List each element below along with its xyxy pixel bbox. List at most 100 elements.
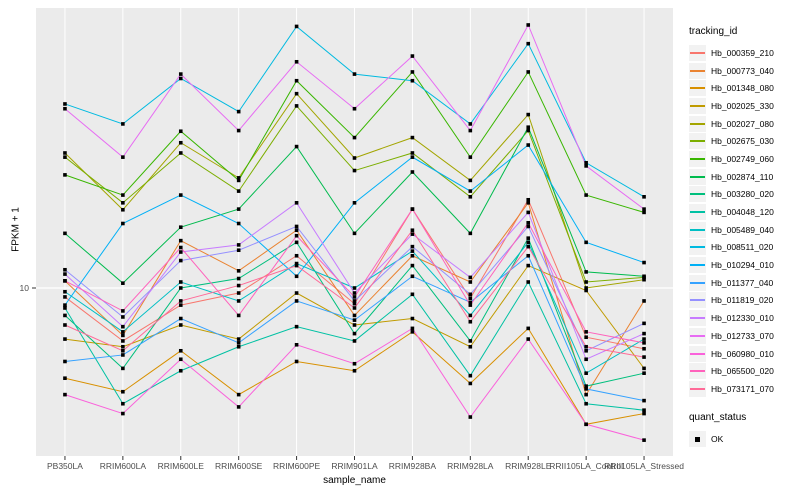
legend-item-Hb_000773_040: Hb_000773_040 [689,62,799,80]
data-point [294,253,299,258]
legend-label: Hb_012330_010 [711,313,774,324]
legend-color-line [690,317,705,320]
data-point [294,233,299,238]
data-point [468,300,473,305]
data-point [63,313,67,318]
data-point [352,368,357,373]
legend-item-Hb_005489_040: Hb_005489_040 [689,221,799,239]
data-point [63,151,67,155]
data-point [352,168,357,173]
x-tick-label: RRIM600PE [273,461,321,471]
legend-key-line-icon [689,239,706,256]
data-point [642,260,646,265]
data-point [178,303,183,307]
legend-label: Hb_002025_330 [711,100,774,111]
legend-color-line [690,175,705,178]
legend-key-line-icon [689,168,706,185]
data-point [584,401,588,406]
data-point [121,122,125,126]
data-point [410,326,415,331]
data-point [63,272,67,276]
legend-item-Hb_065500_020: Hb_065500_020 [689,362,799,380]
data-point [642,207,646,211]
data-point [178,140,183,145]
legend-color-line [690,87,705,90]
legend-item-Hb_004048_120: Hb_004048_120 [689,203,799,221]
data-point [352,301,357,306]
data-point [584,280,588,284]
data-point [63,173,67,177]
data-point [584,164,588,168]
data-point [294,228,299,233]
data-point [526,125,531,129]
data-point [178,368,183,373]
data-point [294,24,299,29]
legend-label: Hb_010294_010 [711,260,774,271]
legend-item-Hb_012733_070: Hb_012733_070 [689,327,799,345]
data-point [236,299,241,303]
legend-label: Hb_002874_110 [711,171,774,182]
legend-color-line [690,122,705,125]
legend-item-Hb_010294_010: Hb_010294_010 [689,256,799,274]
legend-color-line [690,370,705,373]
data-point [178,299,183,303]
data-point [468,275,473,280]
data-point [63,359,67,364]
data-point [352,106,357,111]
legend-key-line-icon [689,292,706,309]
data-point [236,392,241,397]
data-point [121,339,125,343]
data-point [294,299,299,303]
x-tick-label: PB350LA [47,461,83,471]
legend-key-line-icon [689,97,706,114]
legend: tracking_id Hb_000359_210 Hb_000773_040 Hb… [689,26,799,447]
data-point [121,344,125,349]
x-tick-label: RRIM600LE [158,461,205,471]
data-point [178,286,183,290]
legend-key-line-icon [689,274,706,291]
legend-label: Hb_065500_020 [711,366,774,377]
legend-key-line-icon [689,150,706,167]
data-point [236,221,241,226]
data-point [468,195,473,199]
data-point [642,411,646,416]
data-point [236,128,241,133]
x-tick-label: RRII105LA_Stressed [604,461,684,471]
y-axis-title: FPKM + 1 [10,207,22,252]
data-point [236,405,241,409]
data-point [352,339,357,343]
data-point [63,106,67,111]
legend-label-ok: OK [711,433,724,444]
data-point [63,303,67,307]
legend-label: Hb_000359_210 [711,47,774,58]
data-point [352,135,357,140]
data-point [642,341,646,345]
legend-color-line [690,352,705,355]
data-point [236,337,241,341]
legend-key-line-icon [689,363,706,380]
data-point [352,201,357,205]
x-tick-label: RRIM928BA [389,461,437,471]
data-point [121,309,125,313]
data-point [526,236,531,240]
data-point [236,243,241,247]
data-point [468,122,473,126]
data-point [178,323,183,327]
data-point [526,220,531,225]
data-point [63,267,67,272]
data-point [294,104,299,108]
data-point [526,197,531,202]
data-point [642,398,646,403]
data-point [121,330,125,334]
data-point [121,221,125,226]
data-point [410,54,415,58]
data-point [410,292,415,297]
data-point [642,355,646,359]
data-point [642,274,646,279]
data-point [121,281,125,285]
legend-label: Hb_003280_020 [711,189,774,200]
legend-color-line [690,211,705,214]
legend-quant-status: quant_status OK [689,412,799,448]
data-point [236,276,241,281]
x-axis-title: sample_name [323,475,386,486]
